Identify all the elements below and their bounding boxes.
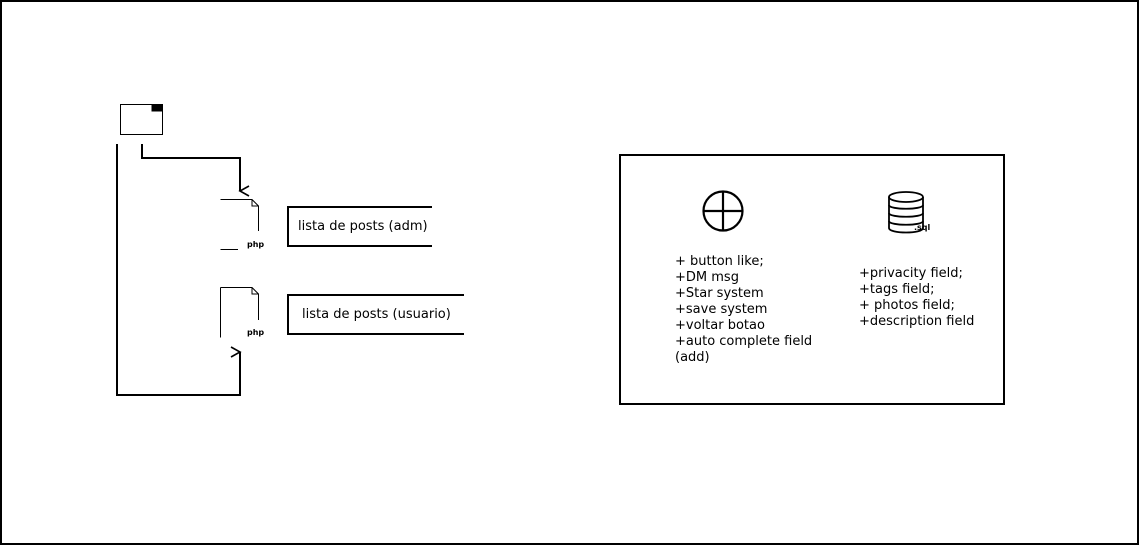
- list-item: +Star system: [675, 286, 764, 301]
- list-item: +DM msg: [675, 270, 739, 285]
- php-file-icon: [220, 287, 259, 338]
- list-item: +description field: [859, 314, 975, 329]
- label-lista-posts-usuario: lista de posts (usuario): [302, 307, 451, 322]
- label-bracket-adm: [287, 206, 432, 247]
- list-item: + photos field;: [859, 298, 955, 313]
- list-item: +save system: [675, 302, 768, 317]
- label-bracket-usuario: [287, 294, 464, 335]
- list-item: +tags field;: [859, 282, 935, 297]
- list-item: +auto complete field: [675, 334, 813, 349]
- database-feature-list: +privacity field; +tags field; + photos …: [859, 266, 974, 330]
- list-item: +privacity field;: [859, 266, 963, 281]
- php-file-icon: [220, 199, 259, 250]
- connector-folder-to-adm-file: [141, 144, 250, 197]
- globe-icon: [702, 190, 744, 232]
- php-extension-label: php: [247, 328, 265, 337]
- sql-extension-label: .sql: [914, 223, 931, 232]
- frontend-feature-list: + button like; +DM msg +Star system +sav…: [675, 254, 812, 366]
- folder-icon: [120, 104, 163, 135]
- list-item: + button like;: [675, 254, 764, 269]
- list-item: +voltar botao: [675, 318, 765, 333]
- database-icon: [888, 191, 924, 234]
- label-lista-posts-adm: lista de posts (adm): [298, 219, 428, 234]
- php-extension-label: php: [247, 240, 265, 249]
- features-panel: [619, 154, 1005, 405]
- list-item: (add): [675, 350, 710, 365]
- connector-folder-to-usuario-file: [116, 144, 242, 396]
